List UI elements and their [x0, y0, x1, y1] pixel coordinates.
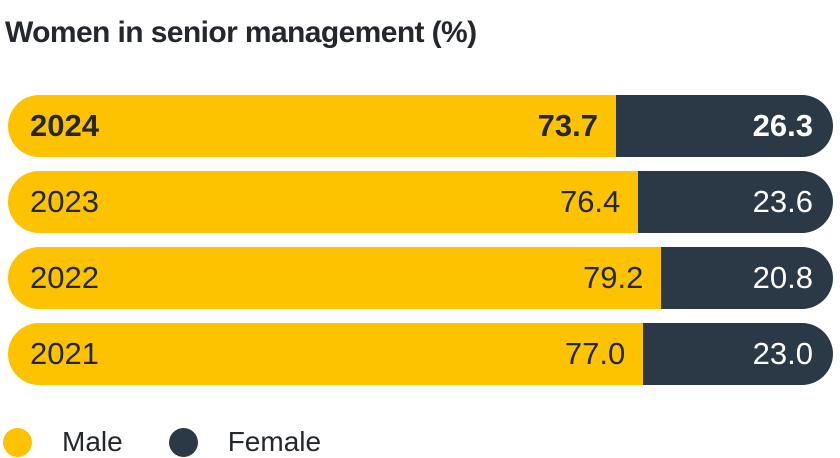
male-value-label: 77.0 [564, 336, 626, 371]
male-bar-segment: 2022 79.2 [8, 247, 662, 309]
male-value-label: 73.7 [537, 108, 599, 143]
bar-row-2021: 2021 77.0 23.0 [8, 323, 833, 385]
legend-item-male: Male [3, 426, 123, 458]
legend-label-female: Female [227, 426, 322, 457]
year-label: 2023 [30, 184, 99, 219]
male-swatch-icon [3, 427, 32, 457]
female-value-label: 23.6 [752, 184, 813, 219]
bar-row-2023: 2023 76.4 23.6 [8, 171, 833, 233]
female-bar-segment: 23.0 [643, 323, 833, 385]
bar-row-2022: 2022 79.2 20.8 [8, 247, 833, 309]
male-bar-segment: 2023 76.4 [8, 171, 639, 233]
year-label: 2022 [30, 260, 99, 295]
chart-title: Women in senior management (%) [5, 16, 477, 50]
male-bar-segment: 2021 77.0 [8, 323, 644, 385]
male-value-label: 79.2 [583, 260, 644, 295]
stacked-bar-chart: 2024 73.7 26.3 2023 76.4 23.6 2022 79.2 … [8, 95, 833, 399]
year-label: 2021 [30, 336, 99, 371]
legend-item-female: Female [168, 426, 322, 458]
male-value-label: 76.4 [559, 184, 621, 219]
female-swatch-icon [168, 427, 198, 457]
female-value-label: 23.0 [752, 336, 813, 371]
female-bar-segment: 23.6 [638, 171, 833, 233]
female-value-label: 26.3 [752, 108, 813, 143]
male-bar-segment: 2024 73.7 [8, 95, 617, 157]
bar-row-2024: 2024 73.7 26.3 [8, 95, 833, 157]
legend-label-male: Male [62, 426, 123, 457]
legend: Male Female [3, 426, 321, 458]
female-bar-segment: 20.8 [661, 247, 833, 309]
female-bar-segment: 26.3 [616, 95, 833, 157]
year-label: 2024 [30, 108, 99, 143]
female-value-label: 20.8 [752, 260, 813, 295]
